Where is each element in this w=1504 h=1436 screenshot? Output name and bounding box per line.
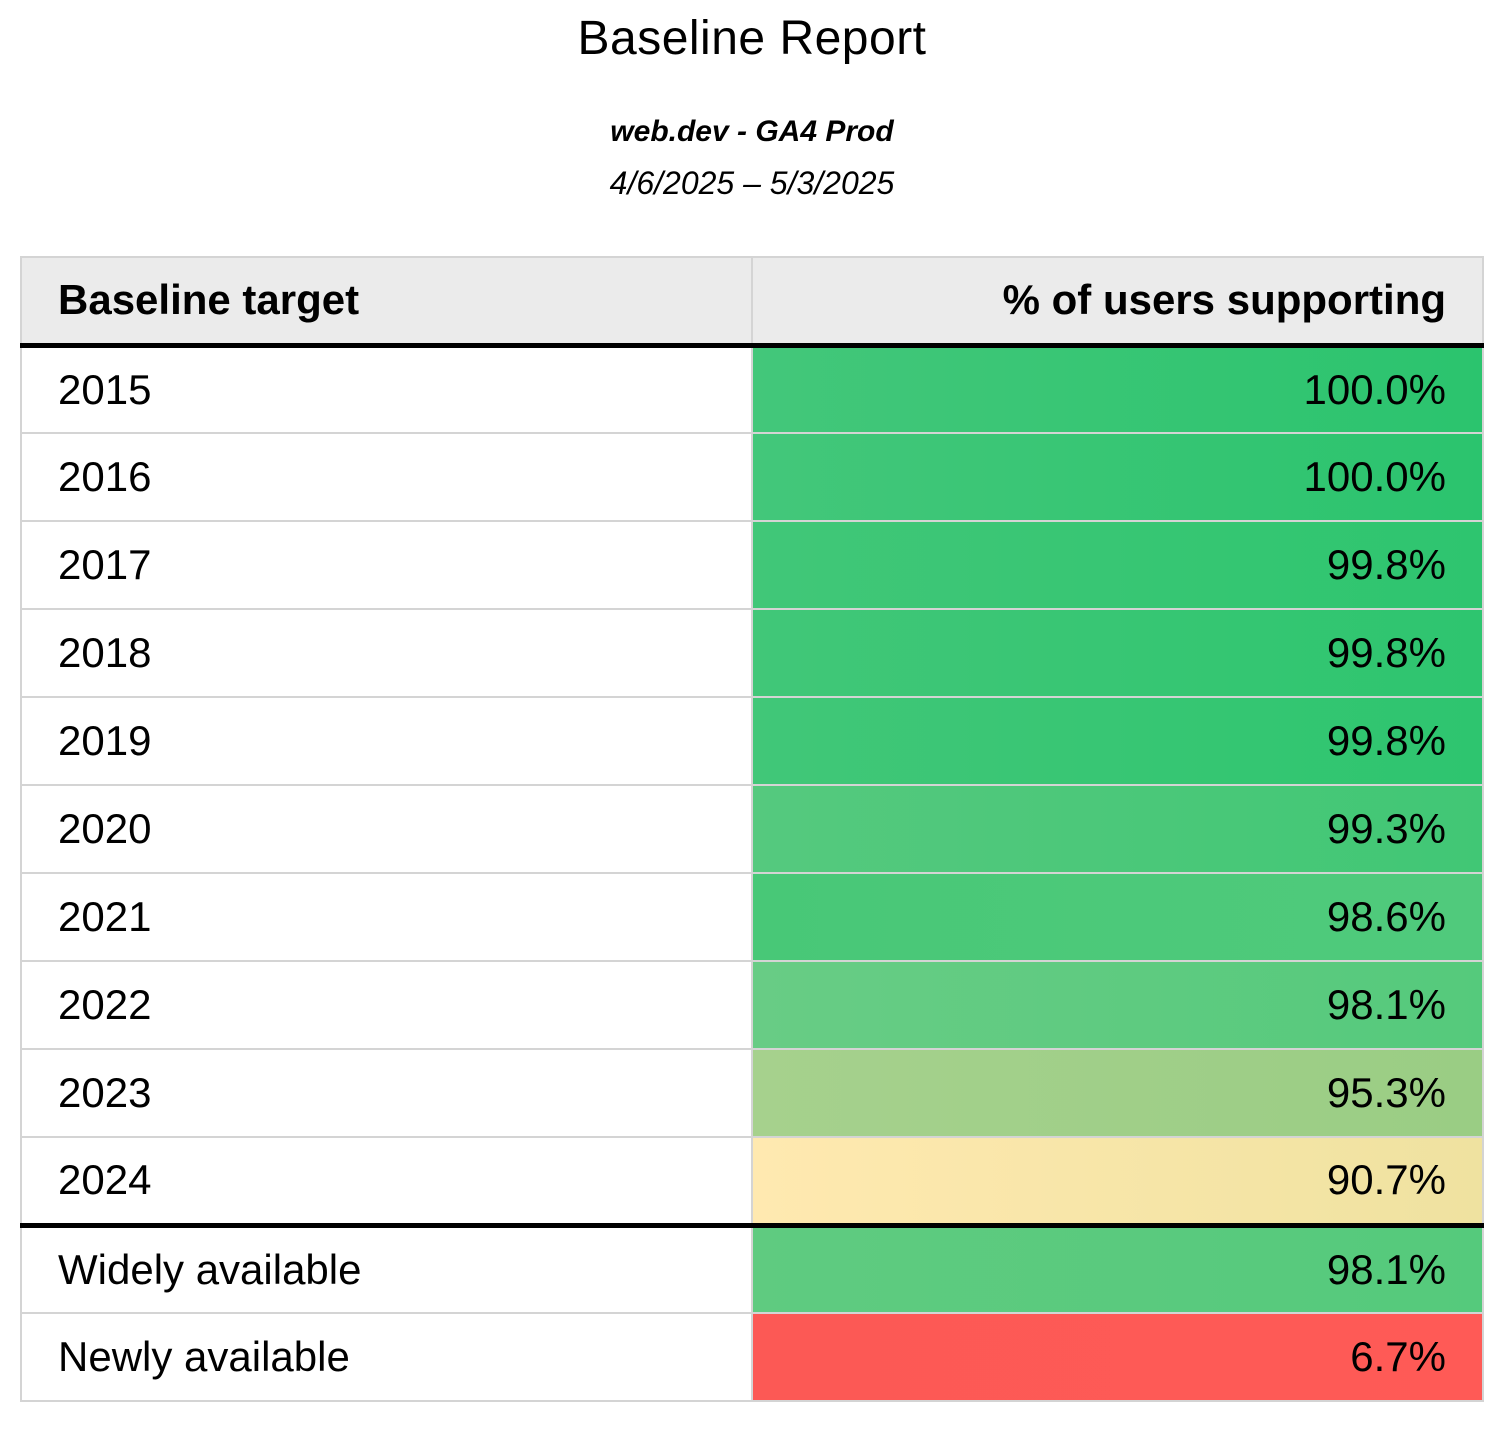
percent-supporting-cell: 95.3% bbox=[751, 1048, 1484, 1138]
percent-supporting-cell: 99.8% bbox=[751, 696, 1484, 786]
percent-supporting-cell: 98.1% bbox=[751, 1222, 1484, 1314]
baseline-target-cell: 2018 bbox=[20, 608, 753, 698]
baseline-report-page: Baseline Report web.dev - GA4 Prod 4/6/2… bbox=[0, 10, 1504, 1436]
percent-supporting-cell: 98.6% bbox=[751, 872, 1484, 962]
table-row: 2021 98.6% bbox=[20, 872, 1484, 962]
percent-supporting-cell: 99.8% bbox=[751, 608, 1484, 698]
baseline-target-cell: 2022 bbox=[20, 960, 753, 1050]
baseline-target-cell: Newly available bbox=[20, 1312, 753, 1402]
percent-supporting-cell: 98.1% bbox=[751, 960, 1484, 1050]
baseline-target-cell: 2017 bbox=[20, 520, 753, 610]
table-row: 2016 100.0% bbox=[20, 432, 1484, 522]
table-row: 2019 99.8% bbox=[20, 696, 1484, 786]
report-subtitle: web.dev - GA4 Prod bbox=[610, 115, 894, 148]
table-row: 2015 100.0% bbox=[20, 344, 1484, 434]
percent-supporting-cell: 100.0% bbox=[751, 432, 1484, 522]
percent-supporting-cell: 100.0% bbox=[751, 344, 1484, 434]
percent-supporting-cell: 99.8% bbox=[751, 520, 1484, 610]
table-row: 2024 90.7% bbox=[20, 1136, 1484, 1226]
table-row: Widely available 98.1% bbox=[20, 1222, 1484, 1314]
baseline-target-cell: 2016 bbox=[20, 432, 753, 522]
baseline-target-cell: 2020 bbox=[20, 784, 753, 874]
percent-supporting-cell: 99.3% bbox=[751, 784, 1484, 874]
table-row: 2022 98.1% bbox=[20, 960, 1484, 1050]
baseline-target-cell: Widely available bbox=[20, 1222, 753, 1314]
table-body: 2015 100.0% 2016 100.0% 2017 99.8% 2018 … bbox=[20, 344, 1484, 1402]
report-date-range: 4/6/2025 – 5/3/2025 bbox=[609, 165, 895, 201]
baseline-target-cell: 2019 bbox=[20, 696, 753, 786]
percent-supporting-cell: 6.7% bbox=[751, 1312, 1484, 1402]
baseline-target-cell: 2024 bbox=[20, 1136, 753, 1226]
table-row: 2018 99.8% bbox=[20, 608, 1484, 698]
column-header-percent-users-supporting: % of users supporting bbox=[751, 256, 1484, 348]
table-row: Newly available 6.7% bbox=[20, 1312, 1484, 1402]
column-header-baseline-target: Baseline target bbox=[20, 256, 753, 348]
baseline-target-cell: 2015 bbox=[20, 344, 753, 434]
table-header-row: Baseline target % of users supporting bbox=[20, 256, 1484, 348]
table-row: 2017 99.8% bbox=[20, 520, 1484, 610]
baseline-target-cell: 2023 bbox=[20, 1048, 753, 1138]
percent-supporting-cell: 90.7% bbox=[751, 1136, 1484, 1226]
baseline-target-cell: 2021 bbox=[20, 872, 753, 962]
table-row: 2023 95.3% bbox=[20, 1048, 1484, 1138]
table-row: 2020 99.3% bbox=[20, 784, 1484, 874]
baseline-table: Baseline target % of users supporting 20… bbox=[20, 256, 1484, 1402]
page-title: Baseline Report bbox=[577, 12, 927, 65]
